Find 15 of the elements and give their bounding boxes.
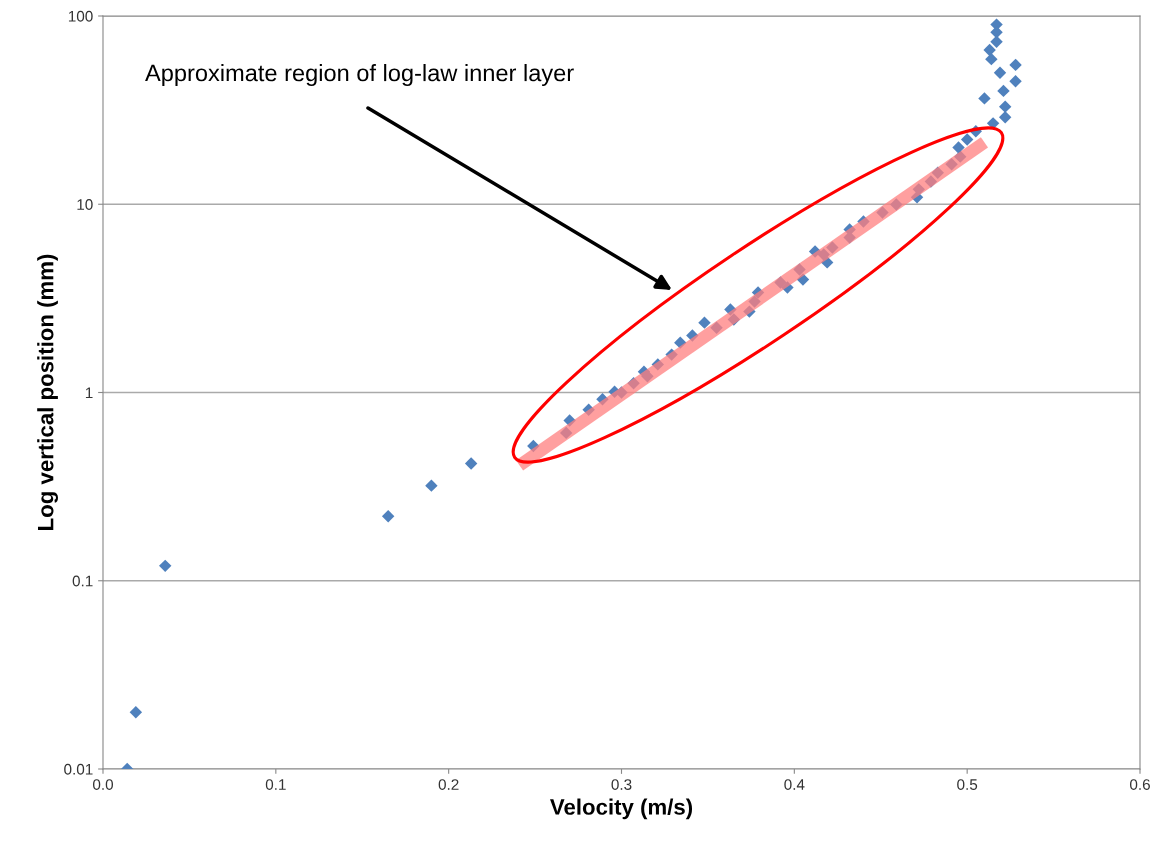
x-tick-label: 0.2 — [438, 779, 459, 790]
y-tick-label: 10 — [77, 199, 93, 210]
x-tick-label: 0.4 — [784, 779, 805, 790]
y-axis-title: Log vertical position (mm) — [37, 254, 58, 530]
y-tick-label: 100 — [68, 10, 93, 22]
x-tick-label: 0.6 — [1129, 779, 1150, 790]
y-tick-label: 1 — [85, 387, 93, 399]
x-tick-label: 0.3 — [611, 779, 632, 790]
y-tick-label: 0.01 — [64, 763, 93, 775]
annotation: Approximate region of log-law inner layer — [145, 64, 574, 86]
x-tick-label: 0.0 — [92, 779, 114, 790]
x-tick-label: 0.1 — [265, 779, 286, 790]
y-tick-label: 0.1 — [72, 575, 93, 587]
x-tick-label: 0.5 — [957, 779, 978, 790]
x-axis-title: Velocity (m/s) — [550, 798, 693, 820]
